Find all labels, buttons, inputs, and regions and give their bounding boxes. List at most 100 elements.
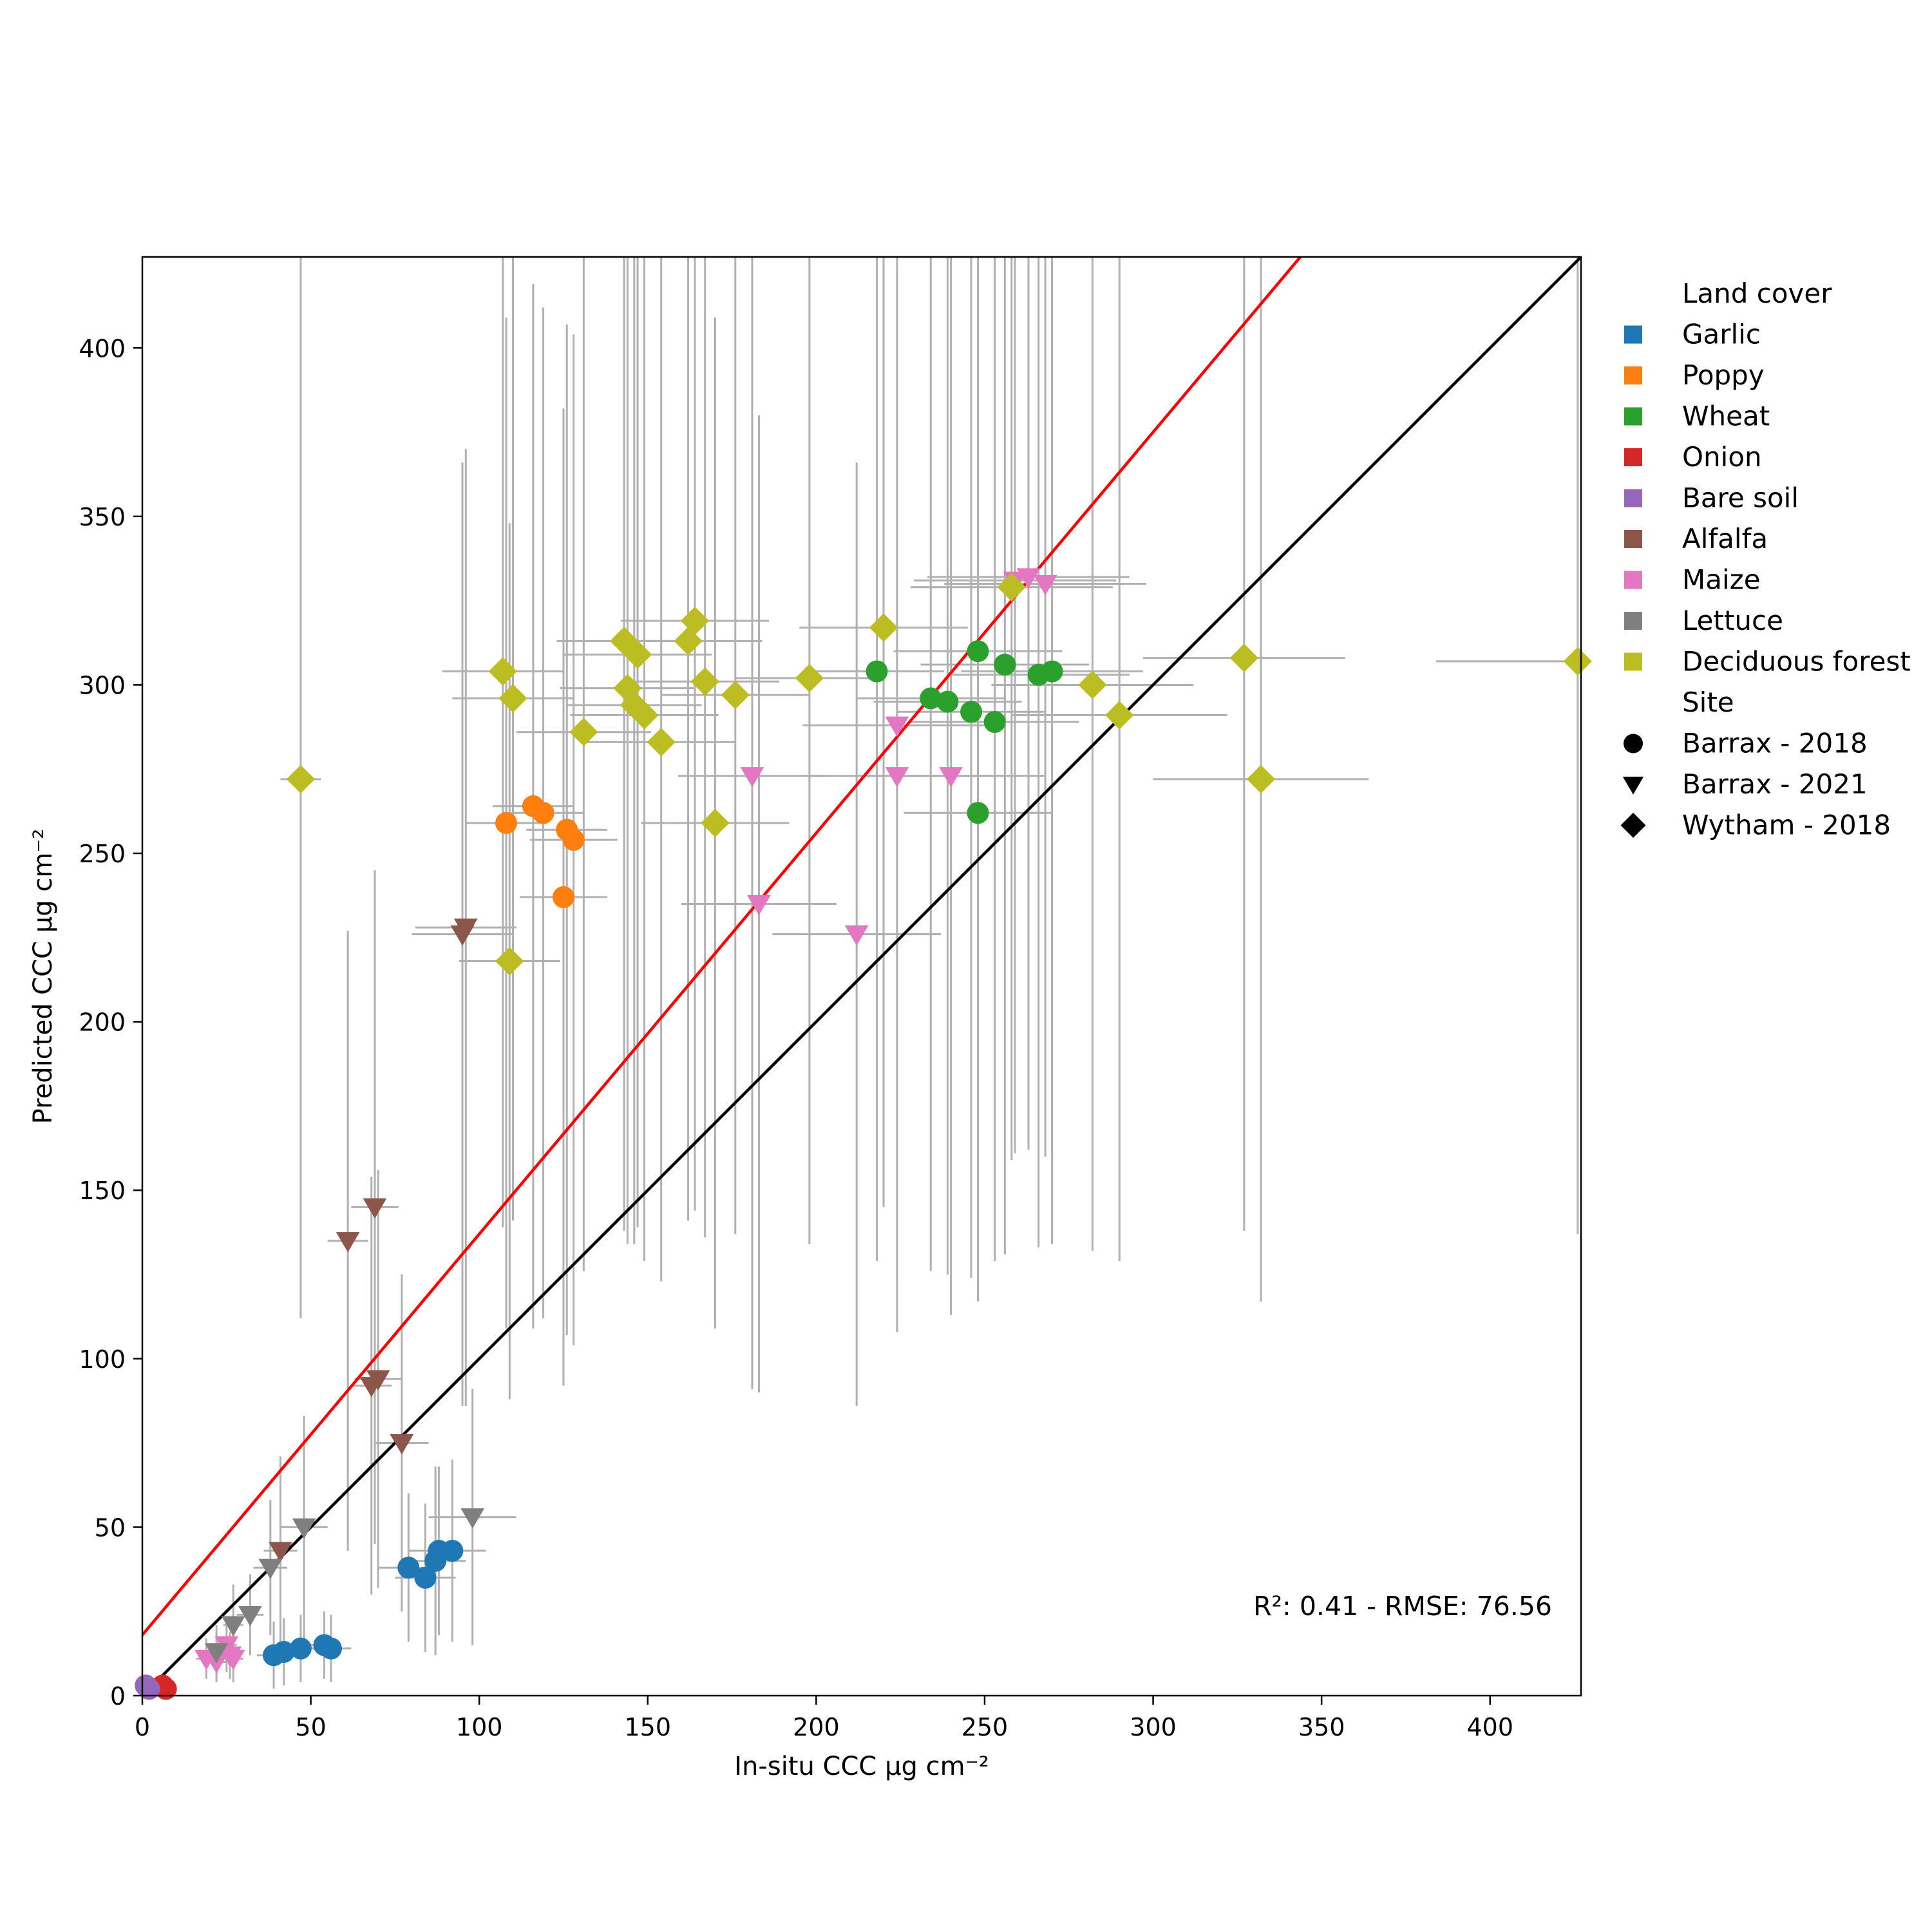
series-deciduous-forest (286, 573, 1592, 976)
data-point-lettuce (238, 1605, 262, 1627)
legend-swatch-maize (1624, 571, 1642, 589)
legend-swatch-onion (1624, 448, 1642, 466)
legend-label-poppy: Poppy (1682, 359, 1765, 391)
data-point-maize (1016, 568, 1041, 589)
legend-marker-barrax-2018 (1624, 734, 1643, 753)
legend-label-alfalfa: Alfalfa (1682, 523, 1768, 554)
legend-label-barrax-2021: Barrax - 2021 (1682, 768, 1868, 800)
y-axis-unit: μg cm⁻² (28, 829, 58, 933)
data-point-maize (740, 767, 764, 788)
data-point-deciduous-forest (647, 728, 676, 757)
stats-annotation: R²: 0.41 - RMSE: 76.56 (1253, 1591, 1552, 1622)
data-point-lettuce (258, 1558, 283, 1580)
x-tick-label: 350 (1298, 1713, 1345, 1741)
data-point-alfalfa (390, 1434, 414, 1455)
data-point-deciduous-forest (680, 606, 710, 636)
y-tick-label: 350 (79, 503, 126, 531)
y-tick-label: 150 (79, 1177, 126, 1205)
legend-swatch-bare-soil (1624, 489, 1642, 507)
legend-label-garlic: Garlic (1682, 319, 1761, 350)
data-point-deciduous-forest (795, 663, 824, 693)
data-point-wheat (960, 701, 983, 723)
data-point-deciduous-forest (1078, 670, 1107, 699)
data-point-lettuce (292, 1518, 316, 1539)
x-axis-title: In-situ CCC μg cm⁻² (734, 1752, 989, 1781)
series-lettuce (204, 1508, 485, 1663)
data-point-deciduous-forest (495, 947, 524, 976)
y-tick-label: 50 (95, 1513, 126, 1542)
data-point-poppy (562, 829, 585, 851)
x-axis-unit: μg cm⁻² (885, 1752, 989, 1781)
data-point-alfalfa (366, 1370, 390, 1391)
data-point-garlic (414, 1566, 437, 1589)
data-point-alfalfa (336, 1232, 360, 1253)
data-point-deciduous-forest (569, 717, 598, 746)
data-point-deciduous-forest (1105, 701, 1134, 730)
series-wheat (866, 640, 1063, 824)
data-point-maize (1033, 574, 1057, 596)
y-tick-label: 200 (79, 1009, 126, 1037)
y-axis-title-text: Predicted CCC (28, 941, 58, 1124)
legend-label-barrax-2018: Barrax - 2018 (1682, 728, 1868, 759)
data-point-maize (885, 767, 909, 788)
x-tick-label: 250 (961, 1713, 1009, 1741)
plot-frame (141, 256, 1582, 1697)
data-point-deciduous-forest (997, 573, 1026, 601)
legend: Land cover Garlic Poppy Wheat Onion Bare soil… (1620, 278, 1911, 841)
x-tick-label: 50 (295, 1713, 326, 1741)
x-tick-label: 100 (456, 1713, 503, 1741)
legend-swatch-poppy (1624, 366, 1642, 384)
regression-line (142, 257, 1303, 1636)
data-point-maize (221, 1649, 245, 1671)
data-point-onion (155, 1678, 177, 1700)
data-point-deciduous-forest (630, 701, 659, 730)
data-point-poppy (532, 802, 554, 824)
data-point-wheat (920, 687, 942, 710)
data-point-maize (844, 925, 869, 946)
legend-swatch-wheat (1624, 407, 1642, 426)
data-point-wheat (967, 802, 989, 824)
legend-label-wheat: Wheat (1682, 401, 1770, 432)
data-point-alfalfa (269, 1542, 292, 1562)
legend-label-bare-soil: Bare soil (1682, 482, 1799, 514)
data-point-lettuce (204, 1643, 229, 1663)
data-point-deciduous-forest (498, 684, 527, 713)
data-point-alfalfa (363, 1198, 387, 1219)
y-axis-ticks: 0 50 100 150 200 250 300 350 400 (79, 334, 142, 1710)
1-1-line (142, 257, 1581, 1696)
x-tick-label: 0 (135, 1713, 150, 1741)
data-point-alfalfa (453, 918, 478, 939)
legend-label-maize: Maize (1682, 564, 1761, 596)
data-point-deciduous-forest (701, 808, 730, 838)
y-tick-label: 300 (79, 671, 126, 699)
reference-lines (142, 257, 1581, 1696)
data-point-deciduous-forest (1229, 643, 1258, 672)
data-point-maize (885, 716, 909, 737)
series-bare-soil (135, 1674, 160, 1700)
legend-label-lettuce: Lettuce (1682, 605, 1783, 636)
series-alfalfa (269, 918, 478, 1562)
data-point-deciduous-forest (623, 640, 652, 669)
data-point-garlic (289, 1637, 312, 1660)
data-point-wheat (994, 654, 1016, 676)
data-point-deciduous-forest (610, 627, 639, 656)
data-point-lettuce (460, 1508, 485, 1529)
data-point-deciduous-forest (721, 681, 750, 710)
x-tick-label: 150 (625, 1713, 672, 1741)
y-tick-label: 100 (79, 1345, 126, 1374)
data-point-garlic (441, 1540, 464, 1562)
x-axis-ticks: 0 50 100 150 200 250 300 350 400 (135, 1696, 1513, 1741)
data-point-garlic (272, 1640, 295, 1663)
data-point-wheat (1041, 660, 1063, 683)
series-poppy (495, 795, 585, 909)
legend-marker-barrax-2021 (1622, 777, 1644, 795)
data-point-wheat (983, 710, 1006, 733)
legend-label-onion: Onion (1682, 441, 1762, 473)
legend-swatch-alfalfa (1624, 530, 1642, 548)
data-point-maize (939, 767, 963, 788)
data-point-deciduous-forest (1246, 764, 1276, 794)
x-axis-title-text: In-situ CCC (734, 1752, 876, 1781)
data-point-garlic (319, 1637, 342, 1660)
data-point-maize (747, 895, 771, 916)
